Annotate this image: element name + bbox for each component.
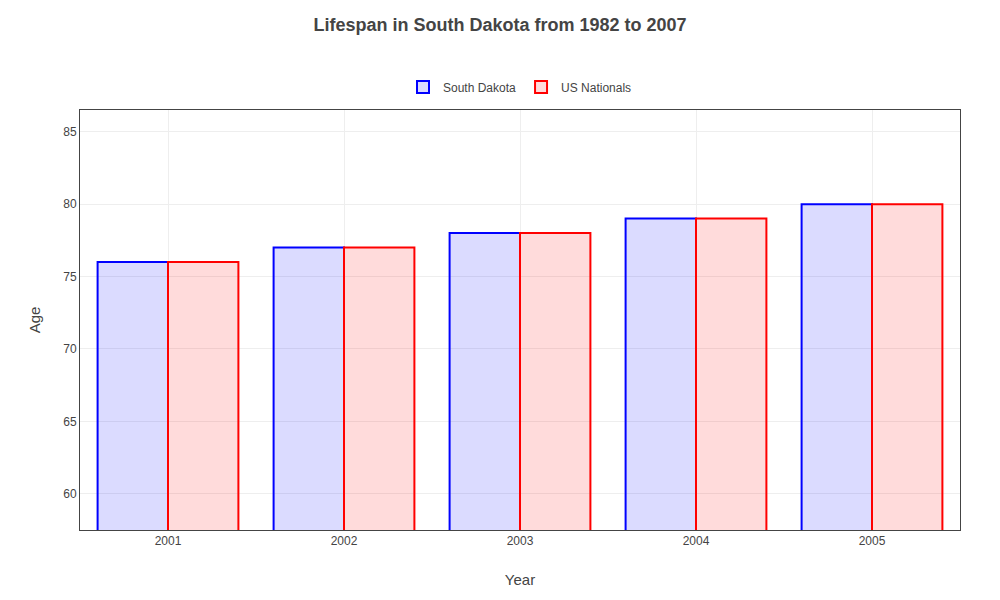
svg-text:85: 85 [63, 125, 77, 139]
svg-text:Lifespan in South Dakota from: Lifespan in South Dakota from 1982 to 20… [313, 15, 686, 35]
svg-text:70: 70 [63, 342, 77, 356]
svg-text:80: 80 [63, 197, 77, 211]
svg-text:65: 65 [63, 415, 77, 429]
svg-text:2001: 2001 [155, 534, 182, 548]
svg-text:US Nationals: US Nationals [561, 81, 631, 95]
svg-text:2002: 2002 [331, 534, 358, 548]
svg-text:Year: Year [505, 571, 535, 588]
svg-text:2004: 2004 [683, 534, 710, 548]
svg-text:2003: 2003 [507, 534, 534, 548]
svg-text:75: 75 [63, 270, 77, 284]
svg-text:2005: 2005 [859, 534, 886, 548]
svg-text:Age: Age [26, 307, 43, 334]
svg-text:60: 60 [63, 487, 77, 501]
svg-text:South Dakota: South Dakota [443, 81, 516, 95]
